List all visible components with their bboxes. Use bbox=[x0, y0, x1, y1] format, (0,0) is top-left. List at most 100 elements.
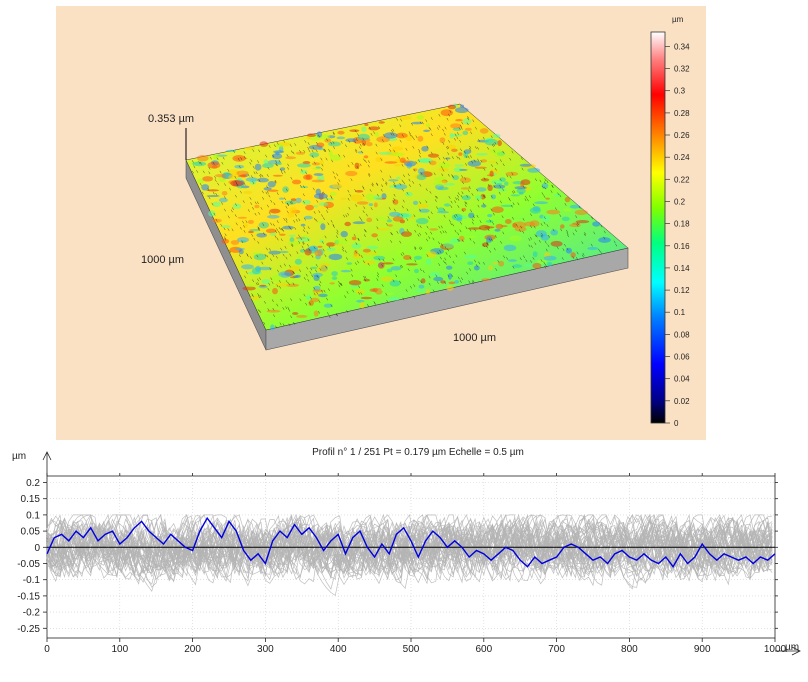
surface-mesh-stroke bbox=[566, 247, 569, 251]
surface-mesh-stroke bbox=[464, 177, 467, 181]
surface-patch bbox=[575, 220, 590, 224]
surface-mesh-stroke bbox=[502, 188, 505, 191]
surface-mesh-stroke bbox=[393, 184, 396, 188]
surface-mesh-stroke bbox=[494, 234, 497, 238]
surface-patch bbox=[355, 289, 366, 295]
surface-mesh-stroke bbox=[227, 168, 230, 172]
y-tick-label: -0.2 bbox=[23, 608, 41, 619]
colorbar-gradient bbox=[650, 31, 666, 424]
surface-patch bbox=[437, 207, 445, 212]
surface-mesh-stroke bbox=[499, 200, 502, 204]
surface-patch bbox=[418, 208, 430, 213]
surface-mesh-stroke bbox=[455, 213, 458, 217]
surface-mesh-stroke bbox=[511, 190, 514, 194]
surface-mesh-stroke bbox=[480, 159, 483, 163]
surface-patch bbox=[523, 264, 533, 267]
surface-mesh-stroke bbox=[430, 133, 433, 137]
surface-mesh-stroke bbox=[441, 173, 444, 177]
surface-mesh-stroke bbox=[434, 199, 437, 203]
surface-patch bbox=[433, 182, 446, 186]
surface-mesh-stroke bbox=[457, 276, 460, 280]
surface-mesh-stroke bbox=[409, 133, 412, 137]
surface-mesh-stroke bbox=[510, 204, 513, 208]
surface-mesh-stroke bbox=[354, 140, 357, 144]
surface-patch bbox=[510, 194, 521, 197]
surface-patch bbox=[492, 133, 501, 138]
surface-mesh-stroke bbox=[359, 163, 362, 167]
surface-patch bbox=[267, 189, 279, 192]
surface-mesh-stroke bbox=[260, 207, 263, 210]
surface-mesh-stroke bbox=[476, 214, 479, 218]
surface-mesh-stroke bbox=[276, 228, 279, 231]
surface-mesh-stroke bbox=[442, 128, 445, 132]
surface-mesh-stroke bbox=[572, 256, 575, 260]
surface-patch bbox=[453, 167, 463, 173]
surface-patch bbox=[326, 247, 336, 252]
surface-mesh-stroke bbox=[288, 225, 291, 229]
surface-mesh-stroke bbox=[276, 284, 279, 288]
surface-mesh-stroke bbox=[267, 287, 270, 291]
surface-mesh-stroke bbox=[227, 228, 230, 231]
surface-patch bbox=[403, 255, 412, 260]
surface-mesh-stroke bbox=[376, 278, 379, 281]
surface-mesh-stroke bbox=[406, 191, 409, 195]
surface-patch bbox=[304, 248, 312, 256]
surface-mesh-stroke bbox=[287, 202, 290, 206]
x-tick-label: 400 bbox=[330, 644, 347, 655]
surface-mesh-stroke bbox=[453, 137, 456, 141]
y-tick-label: -0.1 bbox=[23, 575, 41, 586]
surface-mesh-stroke bbox=[355, 242, 358, 246]
surface-mesh-stroke bbox=[401, 188, 404, 192]
surface-mesh-stroke bbox=[299, 184, 302, 188]
surface-mesh-stroke bbox=[327, 222, 330, 226]
surface-patch bbox=[444, 203, 451, 207]
surface-patch bbox=[248, 228, 261, 232]
surface-patch bbox=[417, 203, 429, 209]
surface-mesh-stroke bbox=[530, 245, 533, 248]
surface-mesh-stroke bbox=[451, 274, 454, 278]
surface-mesh-stroke bbox=[478, 261, 481, 265]
surface-mesh-stroke bbox=[283, 140, 286, 143]
surface-mesh-stroke bbox=[220, 223, 223, 227]
surface-mesh-stroke bbox=[276, 220, 279, 224]
surface-mesh-stroke bbox=[309, 302, 312, 305]
x-tick-label: 100 bbox=[111, 644, 128, 655]
surface-mesh-stroke bbox=[198, 161, 201, 164]
surface-patch bbox=[256, 233, 268, 238]
surface-mesh-stroke bbox=[288, 264, 291, 268]
surface-patch bbox=[279, 233, 286, 236]
surface-mesh-stroke bbox=[459, 139, 462, 143]
surface-mesh-stroke bbox=[451, 156, 454, 160]
surface-mesh-stroke bbox=[348, 140, 351, 143]
surface-mesh-stroke bbox=[290, 150, 293, 154]
surface-mesh-stroke bbox=[461, 209, 464, 213]
surface-mesh-stroke bbox=[289, 201, 292, 205]
surface-mesh-stroke bbox=[212, 161, 215, 165]
surface-mesh-stroke bbox=[290, 201, 293, 204]
surface-mesh-stroke bbox=[460, 194, 463, 198]
surface-patch bbox=[201, 184, 210, 191]
surface-mesh-stroke bbox=[500, 240, 503, 244]
surface-3d: 0.353 µm 1000 µm 1000 µm bbox=[141, 103, 629, 351]
surface-mesh-stroke bbox=[276, 163, 279, 167]
surface-mesh-stroke bbox=[346, 291, 349, 294]
surface-mesh-stroke bbox=[546, 180, 549, 184]
surface-mesh-stroke bbox=[272, 254, 275, 257]
surface-mesh-stroke bbox=[316, 291, 319, 295]
profile-line-1 bbox=[46, 516, 776, 568]
surface-mesh-stroke bbox=[227, 215, 230, 219]
surface-patch bbox=[495, 223, 504, 230]
surface-mesh-stroke bbox=[490, 135, 493, 139]
colorbar-tick-label: 0.26 bbox=[674, 131, 690, 140]
surface-mesh-stroke bbox=[591, 216, 594, 220]
surface-mesh-stroke bbox=[509, 175, 512, 179]
surface-patch bbox=[252, 252, 260, 255]
surface-mesh-stroke bbox=[399, 139, 402, 143]
x-tick-label: 800 bbox=[621, 644, 638, 655]
surface-patch bbox=[399, 213, 413, 219]
surface-patch bbox=[547, 261, 553, 267]
surface-patch bbox=[306, 295, 312, 301]
surface-mesh-stroke bbox=[356, 166, 359, 169]
surface-mesh-stroke bbox=[193, 165, 196, 169]
surface-patch bbox=[388, 179, 399, 182]
